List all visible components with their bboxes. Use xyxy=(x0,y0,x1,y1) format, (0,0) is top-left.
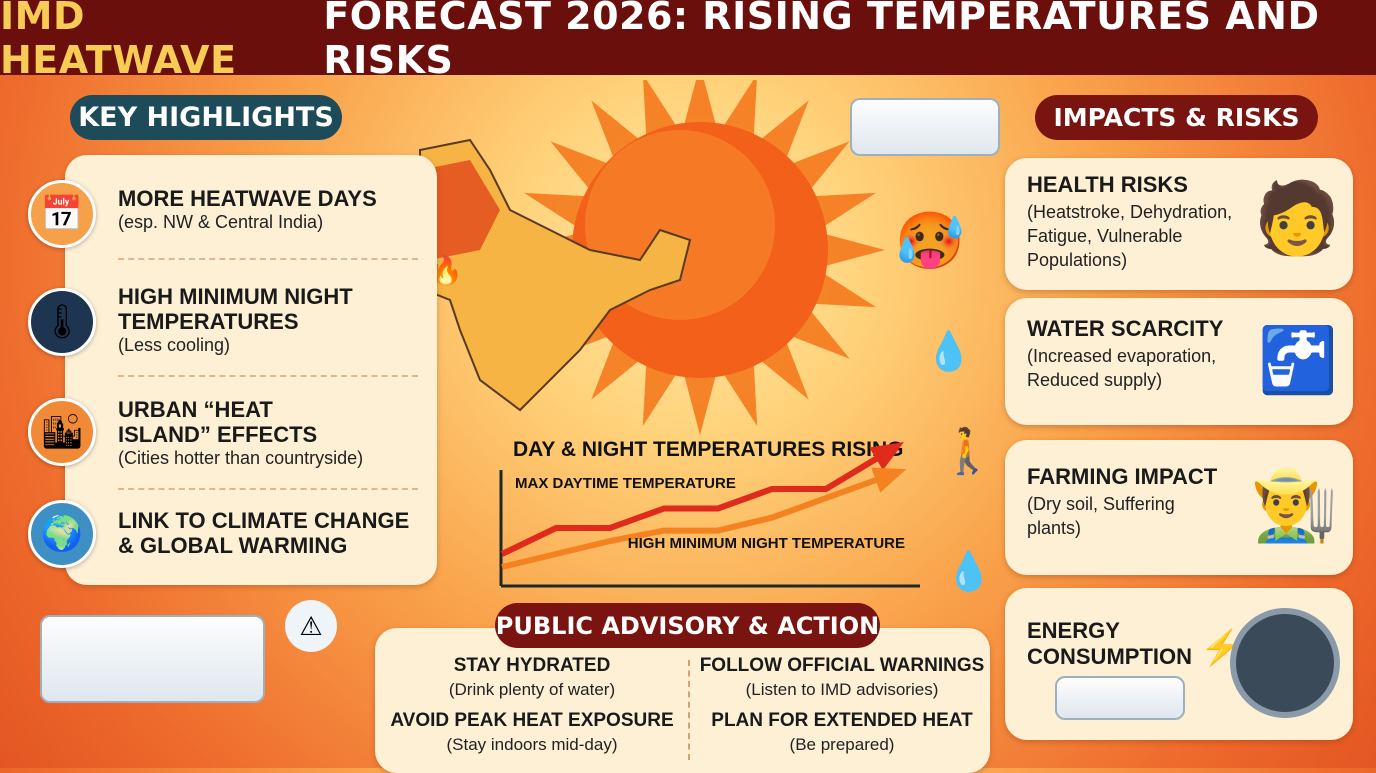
highlight-title: LINK TO CLIMATE CHANGE & GLOBAL WARMING xyxy=(118,508,418,558)
exhausted-person-icon: 🚶 xyxy=(940,425,995,477)
series-label-day: MAX DAYTIME TEMPERATURE xyxy=(515,475,736,492)
calendar-icon: 📅 xyxy=(28,180,96,248)
highlight-item: MORE HEATWAVE DAYS(esp. NW & Central Ind… xyxy=(118,186,438,234)
advisory-sub: (Stay indoors mid-day) xyxy=(382,735,682,755)
impact-title: FARMING IMPACT xyxy=(1027,464,1217,490)
impact-card-health: HEALTH RISKS (Heatstroke, Dehydration, F… xyxy=(1005,158,1353,290)
impact-card-farming: FARMING IMPACT (Dry soil, Suffering plan… xyxy=(1005,440,1353,575)
advisory-sub: (Drink plenty of water) xyxy=(382,680,682,700)
water-drop-icon: 💧 xyxy=(925,330,972,374)
air-conditioner-icon xyxy=(850,98,1000,156)
impact-title: WATER SCARCITY xyxy=(1027,316,1223,342)
highlight-title: URBAN “HEAT ISLAND” EFFECTS xyxy=(118,397,368,447)
advisory-item: PLAN FOR EXTENDED HEAT (Be prepared) xyxy=(692,710,992,755)
divider xyxy=(118,375,418,377)
title-highlight: IMD HEATWAVE xyxy=(0,0,310,82)
highlight-sub: (Cities hotter than countryside) xyxy=(118,447,438,470)
advisory-item: STAY HYDRATED (Drink plenty of water) xyxy=(382,655,682,700)
globe-icon: 🌍 xyxy=(28,500,96,568)
key-highlights-heading: KEY HIGHLIGHTS xyxy=(70,95,342,140)
sun-ray xyxy=(824,234,885,266)
temperature-chart: DAY & NIGHT TEMPERATURES RISING MAX DAYT… xyxy=(480,420,940,600)
advisory-item: FOLLOW OFFICIAL WARNINGS (Listen to IMD a… xyxy=(692,655,992,700)
sweating-person-icon: 🥵 xyxy=(895,208,965,274)
advisory-title: FOLLOW OFFICIAL WARNINGS xyxy=(692,655,992,677)
impact-sub: (Dry soil, Suffering plants) xyxy=(1027,492,1187,540)
thermometer-icon: 🌡 xyxy=(28,288,96,356)
sun-ray xyxy=(684,80,716,126)
highlight-item: LINK TO CLIMATE CHANGE & GLOBAL WARMING xyxy=(118,508,418,558)
highlight-item: URBAN “HEAT ISLAND” EFFECTS(Cities hotte… xyxy=(118,397,368,470)
impact-title: HEALTH RISKS xyxy=(1027,172,1188,198)
title-text: FORECAST 2026: RISING TEMPERATURES AND R… xyxy=(323,0,1376,82)
air-conditioner-icon xyxy=(1055,676,1185,720)
person-drinking-icon: 🧑 xyxy=(1254,178,1341,260)
impact-sub: (Heatstroke, Dehydration, Fatigue, Vulne… xyxy=(1027,200,1252,272)
highlight-sub: (esp. NW & Central India) xyxy=(118,211,438,234)
advisory-sub: (Be prepared) xyxy=(692,735,992,755)
water-drop-icon: 💧 xyxy=(945,550,992,594)
warning-icon: ⚠ xyxy=(285,600,337,652)
city-fire-icon: 🏙 xyxy=(28,398,96,466)
highlight-title: HIGH MINIMUM NIGHT TEMPERATURES xyxy=(118,284,368,334)
impact-card-water: WATER SCARCITY (Increased evaporation, R… xyxy=(1005,298,1353,425)
highlight-title: MORE HEATWAVE DAYS xyxy=(118,186,438,211)
divider xyxy=(118,258,418,260)
chart-title: DAY & NIGHT TEMPERATURES RISING xyxy=(513,438,904,461)
farmer-icon: 👨‍🌾 xyxy=(1251,465,1338,547)
series-arrowhead-1 xyxy=(871,468,906,493)
impact-card-energy: ENERGY CONSUMPTION ⚡ xyxy=(1005,588,1353,740)
impact-sub: (Increased evaporation, Reduced supply) xyxy=(1027,344,1217,392)
divider xyxy=(118,488,418,490)
advisory-sub: (Listen to IMD advisories) xyxy=(692,680,992,700)
advisory-heading: PUBLIC ADVISORY & ACTION xyxy=(495,603,880,648)
energy-meter-icon xyxy=(1230,608,1340,718)
highlight-sub: (Less cooling) xyxy=(118,334,368,357)
divider xyxy=(688,660,690,760)
advisory-title: STAY HYDRATED xyxy=(382,655,682,677)
highlight-item: HIGH MINIMUM NIGHT TEMPERATURES(Less coo… xyxy=(118,284,368,357)
air-conditioner-icon xyxy=(40,615,265,703)
title-bar: IMD HEATWAVE FORECAST 2026: RISING TEMPE… xyxy=(0,0,1376,75)
advisory-item: AVOID PEAK HEAT EXPOSURE (Stay indoors mi… xyxy=(382,710,682,755)
impacts-heading: IMPACTS & RISKS xyxy=(1035,95,1318,140)
impact-title: ENERGY CONSUMPTION xyxy=(1027,618,1207,670)
series-label-night: HIGH MINIMUM NIGHT TEMPERATURE xyxy=(628,535,905,552)
water-tap-icon: 🚰 xyxy=(1258,323,1338,398)
advisory-title: PLAN FOR EXTENDED HEAT xyxy=(692,710,992,732)
advisory-title: AVOID PEAK HEAT EXPOSURE xyxy=(382,710,682,732)
